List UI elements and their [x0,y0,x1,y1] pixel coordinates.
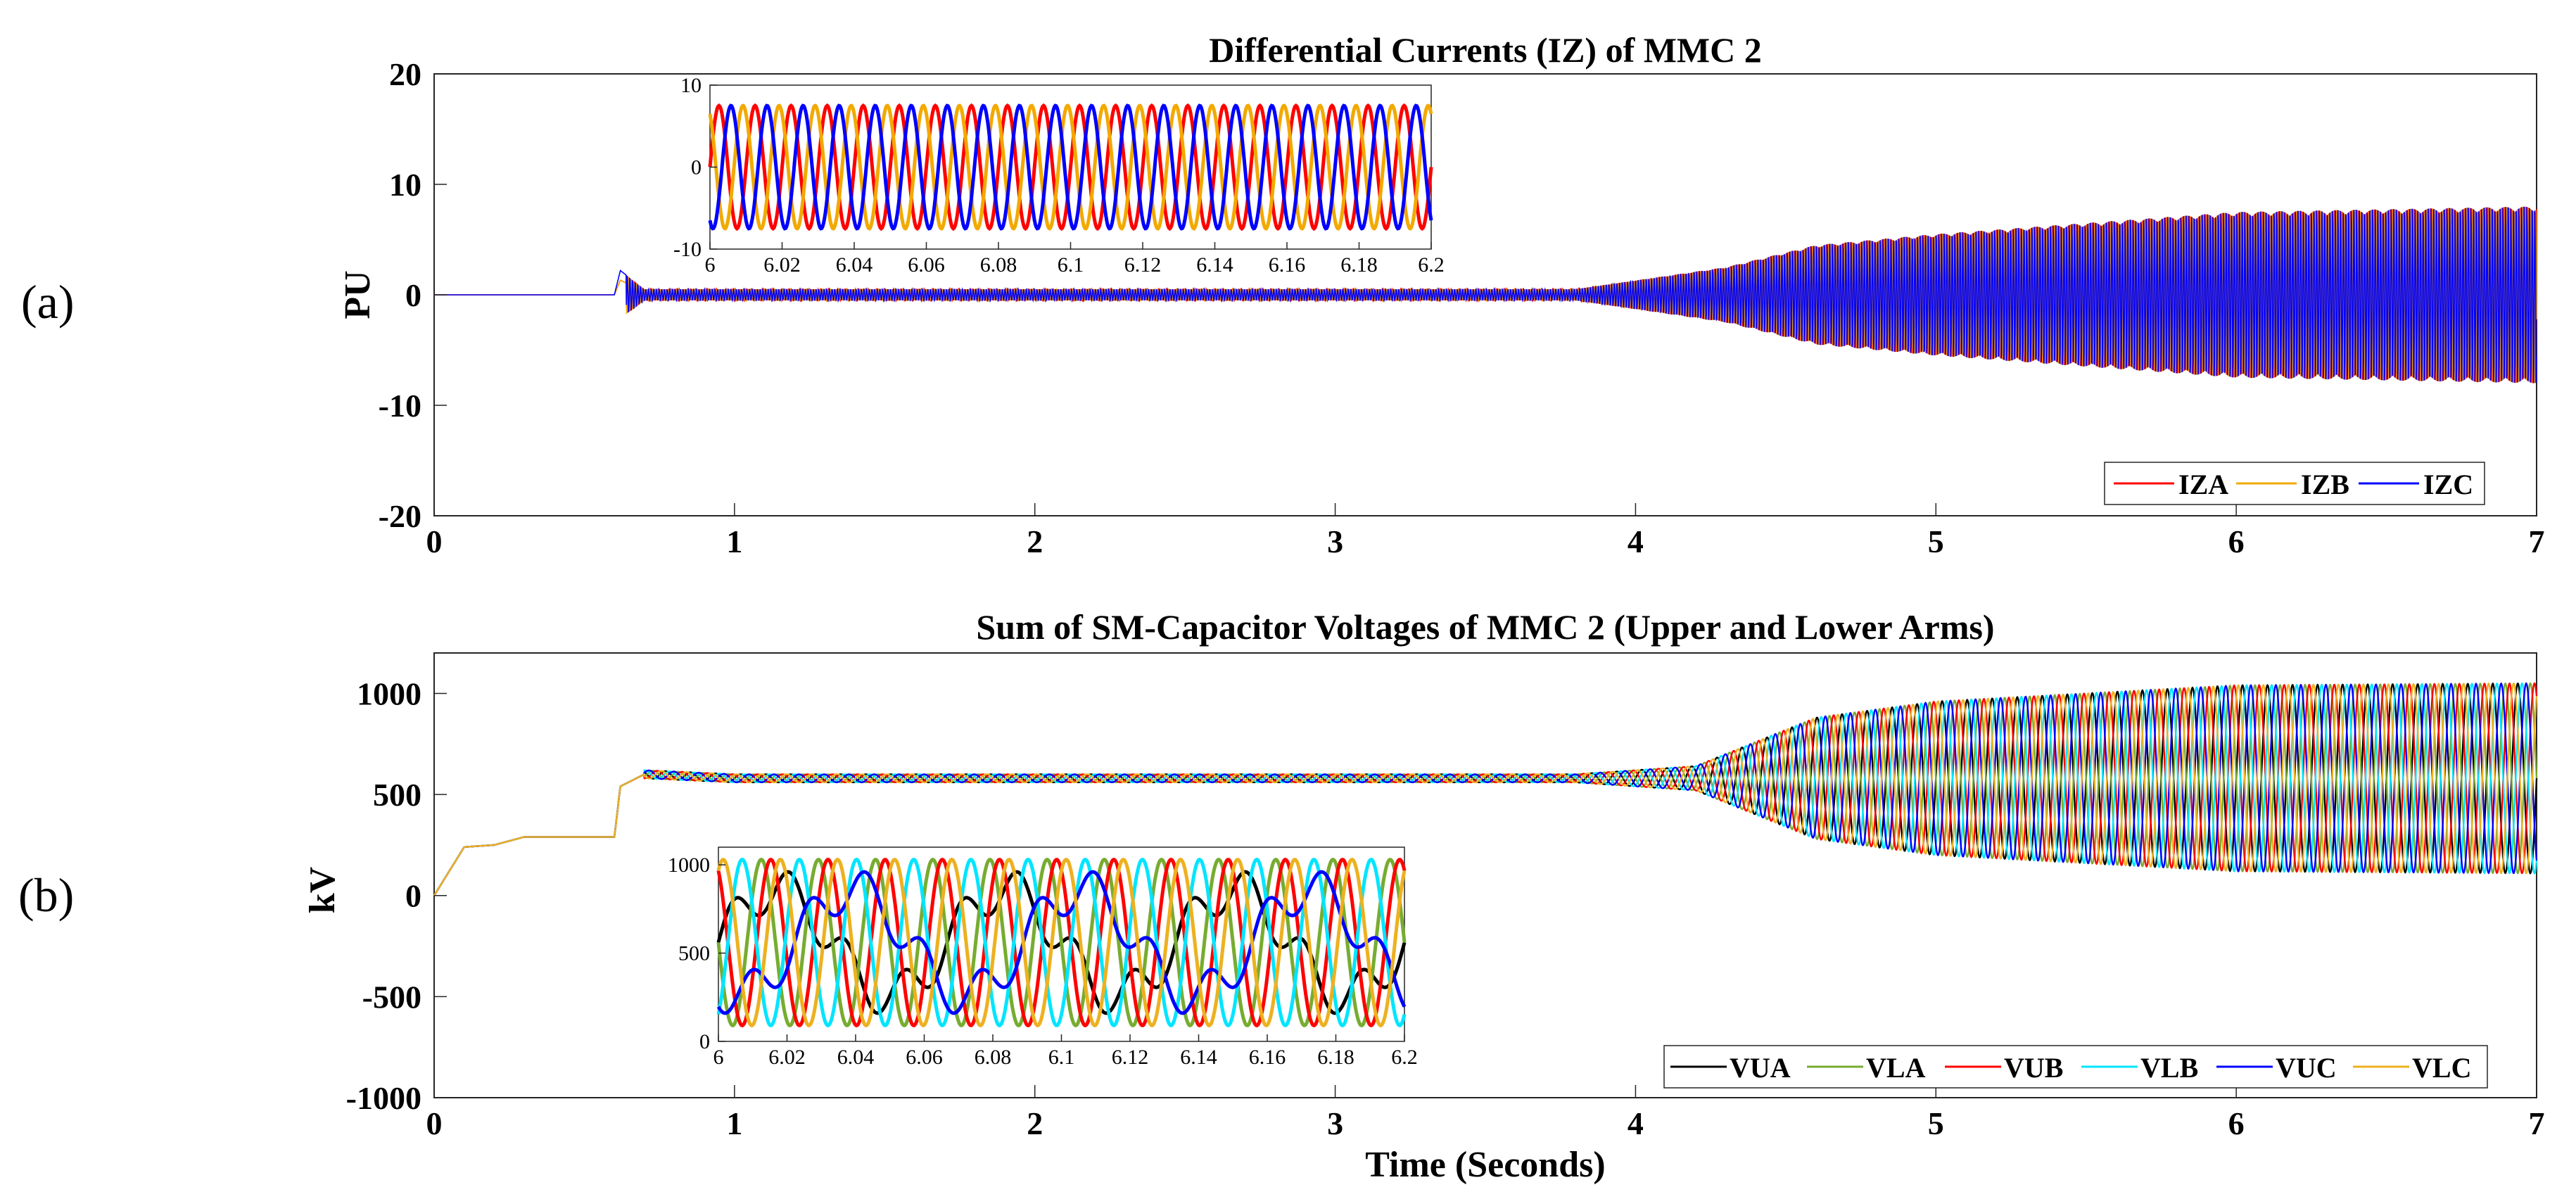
chart-b-xtick-label: 1 [726,1105,742,1141]
legend-label-vuc: VUC [2276,1052,2337,1084]
chart-a-legend: IZA IZB IZC [2104,462,2485,505]
chart-b-inset-series-vlc [716,857,1407,1028]
chart-a-ytick-label: 10 [389,167,421,203]
chart-b-inset-xtick-label: 6.08 [975,1046,1012,1069]
chart-b-series-vlc [433,682,2538,896]
chart-b-inset-xtick-label: 6.14 [1180,1046,1217,1069]
chart-b-inset-ytick-label: 500 [678,942,710,965]
chart-a-inset-xtick-label: 6.06 [908,253,945,277]
chart-a-inset-xtick-label: 6.18 [1340,253,1378,277]
chart-b-inset-xtick-label: 6.04 [837,1046,875,1069]
chart-a-y-ticks: 20 10 0 -10 -20 [379,56,447,534]
chart-a-xtick-label: 7 [2529,524,2545,559]
chart-b-inset: 6 6.02 6.04 6.06 6.08 6.1 6.12 6.14 6.16 6.18 6.2 1… [668,846,1418,1069]
chart-a-inset-xtick-label: 6.2 [1418,253,1445,277]
chart-a-xtick-label: 5 [1928,524,1944,559]
chart-b-inset-xtick-label: 6.12 [1112,1046,1149,1069]
chart-b-inset-xtick-label: 6.06 [906,1046,943,1069]
legend-label-vub: VUB [2004,1052,2063,1084]
chart-b-inset-xtick-label: 6 [713,1046,724,1069]
chart-a-xtick-label: 2 [1027,524,1043,559]
chart-a-inset-xtick-label: 6 [705,253,716,277]
chart-a-xtick-label: 3 [1327,524,1343,559]
chart-b-inset-series-vlb [716,857,1407,1028]
chart-b-legend: VUA VLA VUB VLB VUC VLC [1663,1045,2488,1089]
chart-a-xtick-label: 6 [2228,524,2245,559]
chart-a-inset-series [708,103,1433,231]
chart-a-x-ticks: 0 1 2 3 4 5 6 7 [426,503,2545,559]
chart-a-inset-ytick-label: 0 [691,156,702,179]
chart-b-xtick-label: 4 [1628,1105,1644,1141]
chart-b-inset-xtick-label: 6.02 [768,1046,806,1069]
chart-a-inset-series-izc [708,103,1433,231]
legend-label-vua: VUA [1730,1052,1791,1084]
legend-label-vlc: VLC [2412,1052,2471,1084]
chart-b-title: Sum of SM-Capacitor Voltages of MMC 2 (U… [976,607,1994,647]
chart-b-inset-xtick-label: 6.18 [1317,1046,1354,1069]
chart-b-inset-xtick-label: 6.1 [1048,1046,1075,1069]
chart-a-inset-series-iza [708,103,1433,231]
chart-a-inset-series-izb [708,103,1433,231]
chart-a-ytick-label: 20 [389,56,421,92]
chart-a-inset-ticks: 6 6.02 6.04 6.06 6.08 6.1 6.12 6.14 6.16 6.18 6.2 1… [673,74,1445,277]
chart-b-ylabel: kV [303,867,343,913]
chart-b-y-ticks: 1000 500 0 -500 -1000 [346,675,447,1116]
chart-a-ylabel: PU [338,270,378,319]
panel-label-a: (a) [21,275,74,329]
chart-a-ytick-label: 0 [405,277,421,313]
chart-a-inset-xtick-label: 6.04 [836,253,873,277]
chart-b-series-group [433,682,2538,896]
chart-b-xtick-label: 3 [1327,1105,1343,1141]
chart-b-xtick-label: 7 [2529,1105,2545,1141]
chart-panel-b: Sum of SM-Capacitor Voltages of MMC 2 (U… [303,607,2545,1185]
legend-label-iza: IZA [2178,469,2228,500]
chart-b-ytick-label: -1000 [346,1080,421,1116]
chart-b-inset-ytick-label: 1000 [668,854,710,877]
chart-b-xtick-label: 0 [426,1105,443,1141]
chart-b-ytick-label: 1000 [357,675,421,711]
chart-a-series-group [434,206,2537,383]
chart-a-inset: 6 6.02 6.04 6.06 6.08 6.1 6.12 6.14 6.16 6.18 6.2 1… [673,74,1445,277]
chart-b-inset-ytick-label: 0 [699,1030,710,1053]
chart-a-inset-ytick-label: -10 [673,238,702,261]
chart-a-inset-xtick-label: 6.16 [1269,253,1306,277]
chart-a-ytick-label: -10 [379,388,421,424]
legend-label-vlb: VLB [2140,1052,2198,1084]
chart-b-inset-xtick-label: 6.16 [1249,1046,1286,1069]
chart-a-inset-xtick-label: 6.12 [1124,253,1162,277]
chart-b-inset-xtick-label: 6.2 [1391,1046,1418,1069]
chart-a-title: Differential Currents (IZ) of MMC 2 [1209,30,1761,70]
chart-a-ytick-label: -20 [379,498,421,534]
chart-a-series-izc [434,206,2537,383]
chart-b-inset-series-vla [716,857,1407,1028]
chart-panel-a: Differential Currents (IZ) of MMC 2 2010… [338,30,2545,559]
chart-b-ytick-label: -500 [362,979,421,1015]
chart-a-xtick-label: 1 [726,524,742,559]
panel-label-b: (b) [18,868,74,922]
chart-b-inset-series [716,857,1407,1028]
chart-b-x-ticks: 0 1 2 3 4 5 6 7 [426,1085,2545,1141]
legend-label-vla: VLA [1866,1052,1926,1084]
legend-label-izc: IZC [2423,469,2473,500]
chart-a-xtick-label: 0 [426,524,443,559]
chart-b-series-vuc [433,682,2538,896]
chart-a-inset-xtick-label: 6.08 [980,253,1017,277]
chart-b-inset-ticks: 6 6.02 6.04 6.06 6.08 6.1 6.12 6.14 6.16 6.18 6.2 1… [668,854,1418,1069]
chart-b-xlabel: Time (Seconds) [1365,1145,1605,1185]
chart-a-inset-xtick-label: 6.1 [1058,253,1084,277]
chart-b-xtick-label: 2 [1027,1105,1043,1141]
chart-b-ytick-label: 0 [405,878,421,914]
legend-label-izb: IZB [2301,469,2349,500]
chart-a-inset-ytick-label: 10 [680,74,702,97]
chart-a-inset-xtick-label: 6.02 [763,253,801,277]
chart-a-inset-xtick-label: 6.14 [1196,253,1233,277]
chart-a-xtick-label: 4 [1628,524,1644,559]
chart-b-legend-box [1663,1045,2488,1089]
chart-b-xtick-label: 5 [1928,1105,1944,1141]
chart-b-series-vla [433,682,2538,896]
chart-b-xtick-label: 6 [2228,1105,2245,1141]
chart-b-inset-series-vuc [716,870,1407,1015]
chart-b-ytick-label: 500 [373,777,421,813]
